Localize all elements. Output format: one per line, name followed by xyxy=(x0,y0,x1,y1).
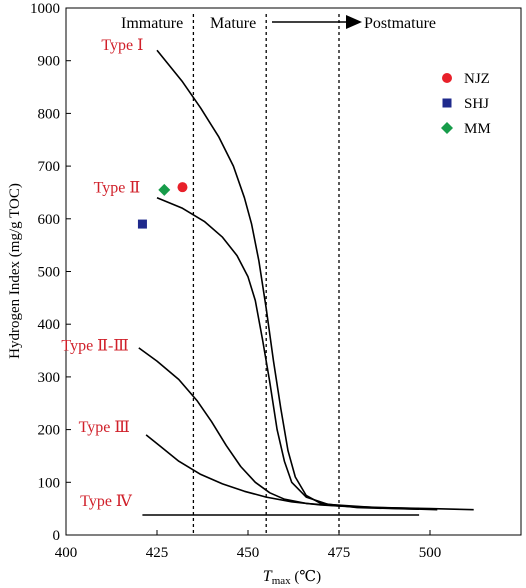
x-axis-title: Tmax (℃) xyxy=(263,568,321,587)
legend-marker-njz xyxy=(442,73,452,83)
point-njz-0 xyxy=(177,182,188,193)
legend-label-njz: NJZ xyxy=(464,71,490,87)
y-tick-label-0: 0 xyxy=(53,528,61,544)
x-axis-ticks: 400 425 450 475 500 xyxy=(55,530,442,561)
y-tick-label-400: 400 xyxy=(38,317,61,333)
stage-label-immature: Immature xyxy=(121,15,183,32)
type-label-5: Type Ⅳ xyxy=(80,493,133,510)
legend-marker-mm xyxy=(441,122,453,134)
maturity-stage-labels: Immature Mature Postmature xyxy=(121,15,436,32)
y-tick-label-800: 800 xyxy=(38,106,61,122)
y-tick-label-900: 900 xyxy=(38,54,61,70)
legend-label-mm: MM xyxy=(464,121,491,137)
y-tick-label-500: 500 xyxy=(38,265,61,281)
legend-label-shj: SHJ xyxy=(464,96,489,112)
type-label-2: Type Ⅱ xyxy=(94,179,141,196)
x-axis-title-sub: max xyxy=(272,575,291,587)
legend-marker-shj xyxy=(442,98,452,108)
curve-type-4 xyxy=(145,434,438,511)
x-axis-title-main: T xyxy=(263,568,273,585)
sample-points xyxy=(137,182,188,229)
point-shj-0 xyxy=(137,219,147,229)
curve-type-2 xyxy=(156,196,474,511)
type-label-4: Type Ⅲ xyxy=(79,419,130,436)
x-tick-label-500: 500 xyxy=(419,545,442,561)
y-axis-ticks: 0 100 200 300 400 500 600 700 800 900 1000 xyxy=(30,1,71,544)
y-tick-label-200: 200 xyxy=(38,423,61,439)
y-tick-label-700: 700 xyxy=(38,159,61,175)
stage-label-postmature: Postmature xyxy=(364,15,436,32)
stage-arrow-head xyxy=(346,15,362,29)
plot-area xyxy=(65,7,522,536)
stage-label-mature: Mature xyxy=(210,15,256,32)
x-tick-label-450: 450 xyxy=(237,545,260,561)
curve-type-3 xyxy=(138,347,420,510)
kerogen-type-curves xyxy=(138,49,474,516)
maturity-boundaries xyxy=(192,14,340,535)
x-tick-label-425: 425 xyxy=(146,545,169,561)
type-label-3: Type Ⅱ-Ⅲ xyxy=(61,338,128,355)
x-tick-label-475: 475 xyxy=(328,545,351,561)
type-label-1: Type Ⅰ xyxy=(101,37,143,54)
y-axis-title: Hydrogen Index (mg/g TOC) xyxy=(7,183,23,359)
legend: NJZ SHJ MM xyxy=(441,71,491,137)
y-tick-label-600: 600 xyxy=(38,212,61,228)
kerogen-type-labels: Type Ⅰ Type Ⅱ Type Ⅱ-Ⅲ Type Ⅲ Type Ⅳ xyxy=(61,37,143,510)
y-tick-label-1000: 1000 xyxy=(30,1,60,17)
point-mm-0 xyxy=(158,183,171,196)
y-tick-label-300: 300 xyxy=(38,370,61,386)
curve-type-1 xyxy=(156,49,420,510)
y-tick-label-100: 100 xyxy=(38,475,61,491)
x-axis-title-unit: (℃) xyxy=(291,569,322,585)
x-tick-label-400: 400 xyxy=(55,545,78,561)
